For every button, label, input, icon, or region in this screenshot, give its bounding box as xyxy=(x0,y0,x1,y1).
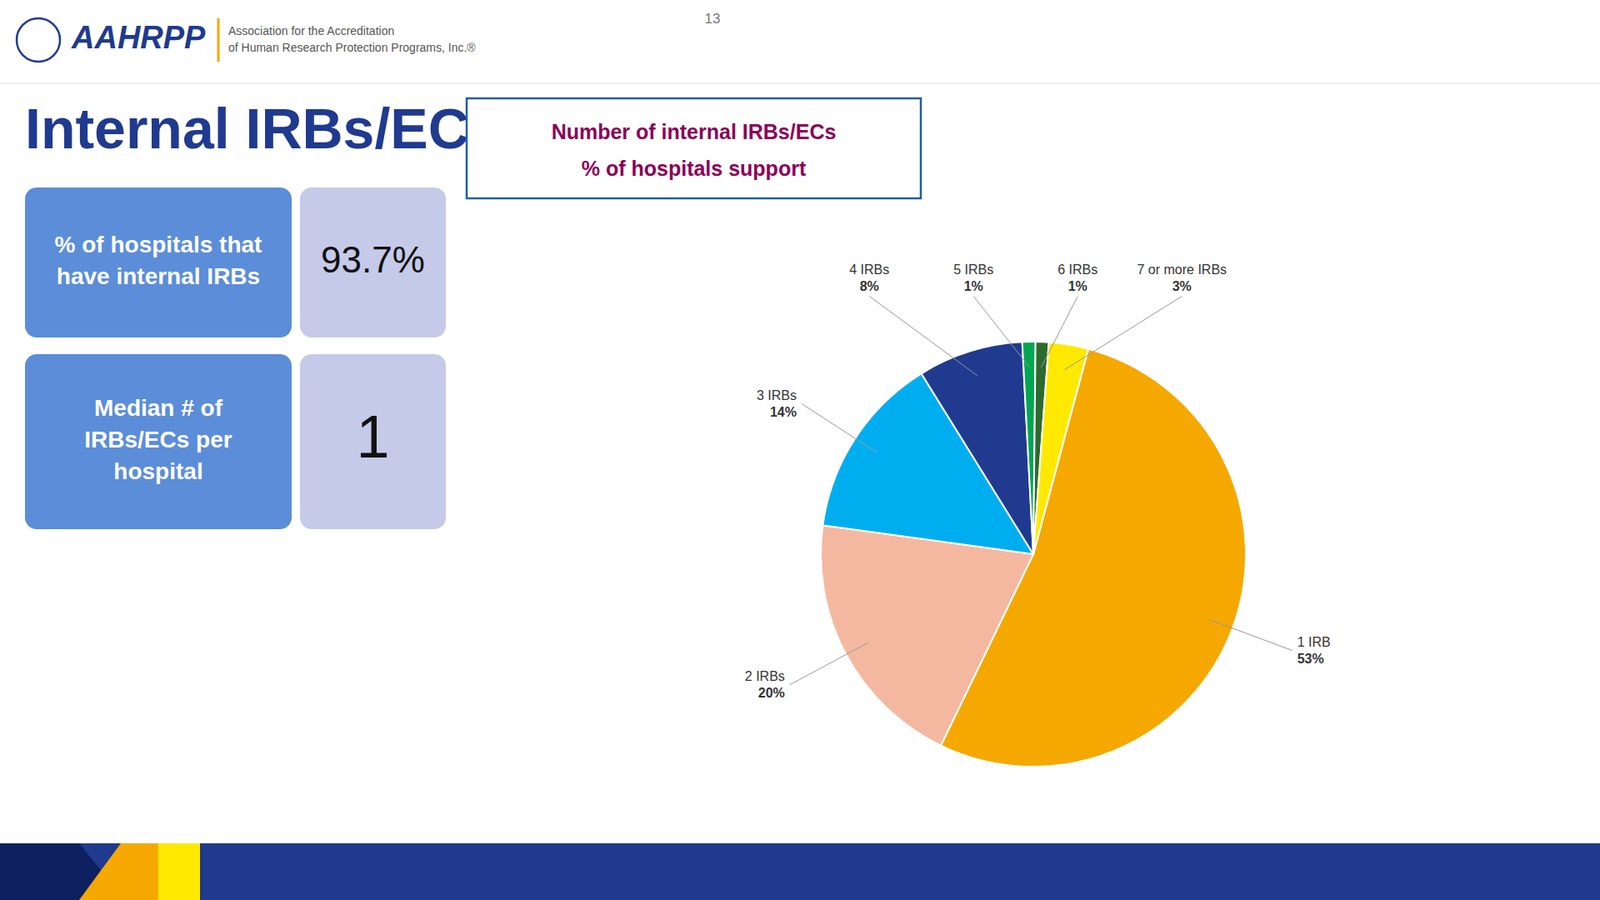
slice-label: 7 or more IRBs 3% xyxy=(1136,262,1227,294)
slice-label-value: 3% xyxy=(1172,279,1192,294)
slice-label-name: 7 or more IRBs xyxy=(1136,262,1227,277)
slice-label-name: 3 IRBs xyxy=(756,388,797,403)
slice-label: 6 IRBs 1% xyxy=(1057,262,1098,294)
leader-line xyxy=(790,642,869,685)
info-box-label-line: IRBs/ECs per xyxy=(84,426,232,453)
leader-line xyxy=(801,403,877,452)
slice-label: 3 IRBs 14% xyxy=(756,388,797,420)
bottom-accent-gold xyxy=(79,843,159,900)
pie-slice xyxy=(921,341,1034,555)
slice-label-value: 53% xyxy=(1297,651,1325,666)
chart-title: Number of internal IRBs/ECs xyxy=(551,120,837,144)
header: AAHRPP Association for the Accreditation o… xyxy=(0,10,1600,84)
pie-labels: 1 IRB53% 2 IRBs20% 3 IRBs 14% 4 IRBs 8% 5 IRBs… xyxy=(745,262,1331,700)
logo-separator xyxy=(217,18,220,62)
leader-line xyxy=(1208,619,1292,650)
logo-globe xyxy=(16,18,60,62)
slice-label-value: 1% xyxy=(964,279,984,294)
pie-slice xyxy=(1033,342,1089,555)
association-text: of Human Research Protection Programs, I… xyxy=(228,40,476,55)
info-box-value: 93.7% xyxy=(320,239,425,280)
chart-subtitle: % of hospitals support xyxy=(581,156,807,180)
slice-label: 2 IRBs20% xyxy=(745,669,785,700)
info-box-label-line: Median # of xyxy=(94,395,224,421)
info-box-value-bg xyxy=(300,354,446,530)
info-box-label-bg xyxy=(25,187,292,338)
slice-label-name: 1 IRB xyxy=(1297,635,1331,650)
slice-label: 4 IRBs 8% xyxy=(849,262,890,294)
info-box-label-line: % of hospitals that xyxy=(55,231,263,258)
header-separator xyxy=(0,83,1600,85)
slice-label-name: 6 IRBs xyxy=(1057,262,1098,277)
info-box-value-line: 1 xyxy=(355,403,390,470)
pie-slice xyxy=(820,525,1034,745)
page-number: 13 xyxy=(705,10,721,27)
chart-title-box: Number of internal IRBs/ECs % of hospital… xyxy=(466,98,921,199)
slice-label-value: 14% xyxy=(770,405,797,420)
info-box: % of hospitals that have internal IRBs 93.… xyxy=(25,187,446,338)
chart-title-frame xyxy=(466,98,921,199)
info-box-value: 1 xyxy=(355,403,390,470)
slice-label-name: 5 IRBs xyxy=(953,262,994,277)
slice-label-value: 8% xyxy=(860,279,880,294)
background xyxy=(0,0,1600,900)
association-text: Association for the Accreditation xyxy=(228,24,395,38)
pie-slices xyxy=(820,341,1246,767)
main-title: Internal IRBs/ECs xyxy=(25,96,501,160)
info-box-label-bg xyxy=(25,354,292,530)
leader-line xyxy=(1040,296,1078,368)
slice-label: 1 IRB53% xyxy=(1297,635,1331,666)
info-box-value-line: 93.7% xyxy=(320,239,425,280)
slice-label-value: 1% xyxy=(1068,279,1088,294)
info-box-label: Median # of IRBs/ECs per hospital xyxy=(84,395,232,485)
slice-label-name: 4 IRBs xyxy=(849,262,890,277)
slice-label-value: 20% xyxy=(758,685,785,700)
bottom-bar xyxy=(0,843,1600,900)
logo-text: AAHRPP xyxy=(70,20,206,55)
page: AAHRPP Association for the Accreditation o… xyxy=(0,0,1600,900)
info-box-label: % of hospitals that have internal IRBs xyxy=(55,231,263,290)
leader-line xyxy=(973,296,1030,368)
info-box-label-line: hospital xyxy=(113,458,203,485)
slice-label-name: 2 IRBs xyxy=(745,669,785,684)
leader-line xyxy=(869,296,978,376)
info-box-value-bg xyxy=(300,187,446,338)
info-box: Median # of IRBs/ECs per hospital 1 xyxy=(25,354,446,530)
info-box-label-line: have internal IRBs xyxy=(56,263,260,290)
slice-label: 5 IRBs 1% xyxy=(953,262,994,294)
bottom-accent-yellow xyxy=(158,843,200,900)
bottom-bar-bg xyxy=(0,843,1600,900)
leader-line xyxy=(1064,296,1182,370)
